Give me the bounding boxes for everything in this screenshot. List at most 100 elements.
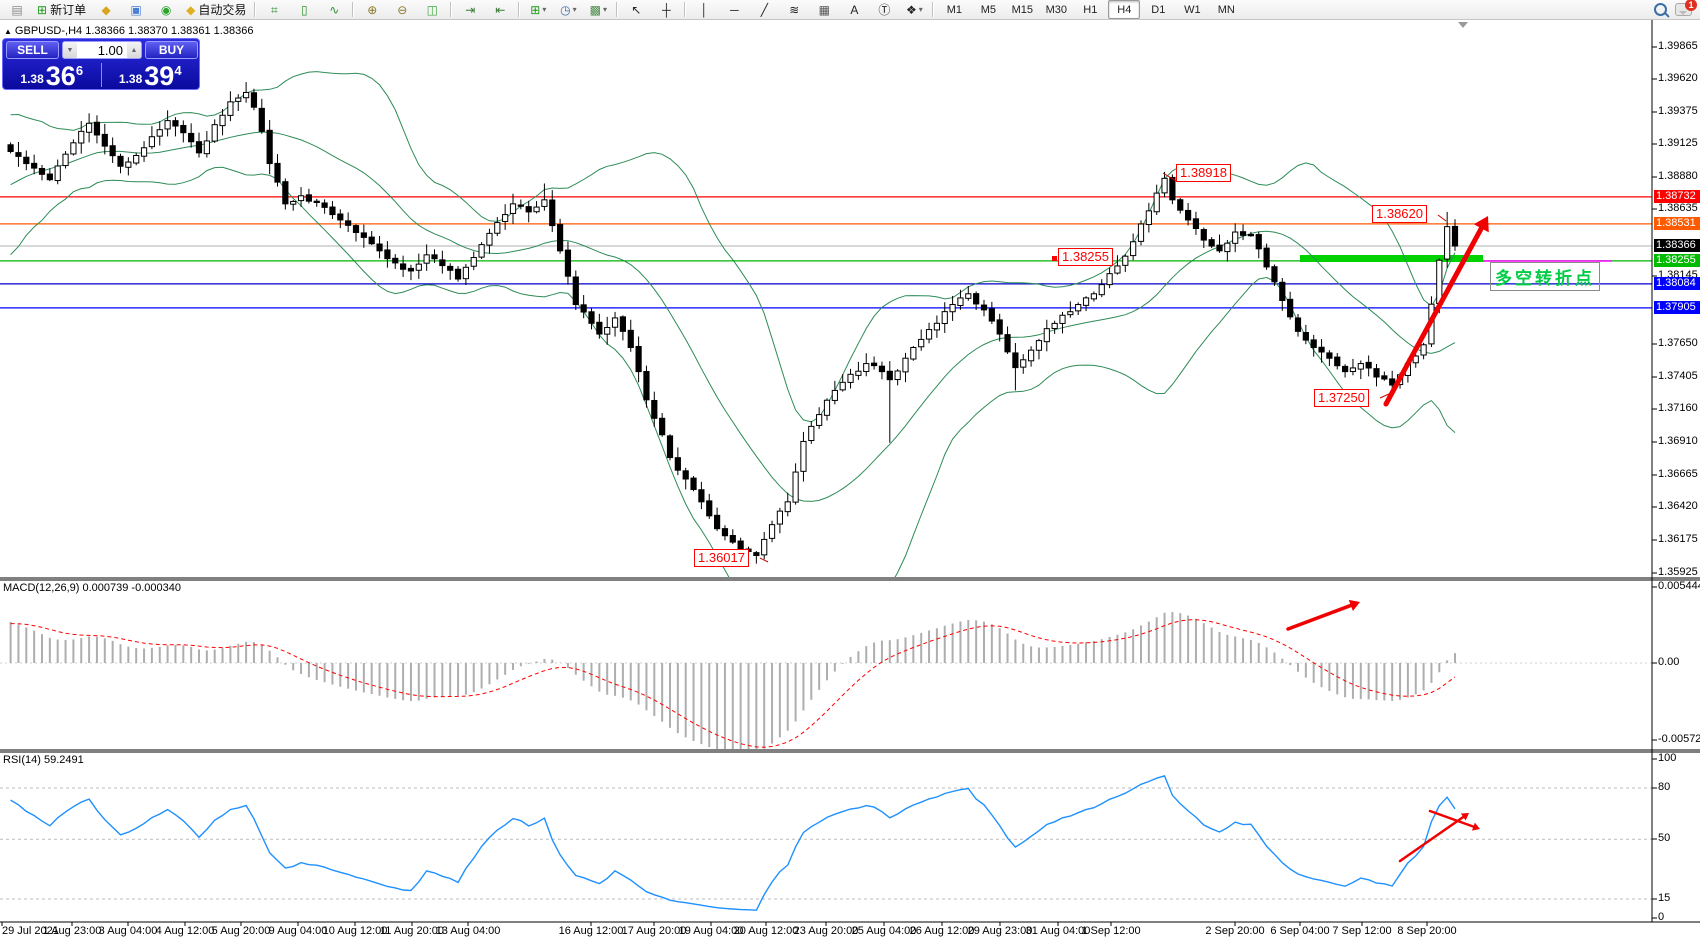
pivot-note-label[interactable]: 多空转折点 (1490, 262, 1600, 291)
pivot-highlight-bar[interactable] (1300, 255, 1483, 262)
toolbar-separator (254, 2, 257, 17)
chat-icon[interactable]: 1 (1675, 0, 1697, 16)
rsi-line (10, 775, 1456, 911)
buy-button[interactable]: BUY (145, 41, 198, 59)
candlestick-chart-button[interactable]: ▯ (290, 0, 318, 19)
time-axis-label: 7 Sep 12:00 (1332, 925, 1392, 937)
chart-shift-button[interactable]: ⇤ (486, 0, 514, 19)
time-axis-label: 26 Aug 12:00 (909, 925, 975, 937)
grid-button[interactable]: ▦ (810, 0, 838, 19)
rsi-axis-label: 100 (1658, 752, 1677, 764)
time-axis-label: 29 Aug 23:00 (967, 925, 1033, 937)
chart-shift-marker-icon[interactable] (1458, 22, 1468, 28)
zoom-out-button[interactable]: ⊖ (388, 0, 416, 19)
text-label-button[interactable]: Ⓣ (870, 0, 898, 19)
price-divider (100, 63, 102, 87)
candlesticks (7, 82, 1459, 564)
tf-m15-button[interactable]: M15 (1011, 3, 1034, 16)
signals-button[interactable]: ◉ (152, 0, 180, 19)
price-annotation-label[interactable]: 1.38620 (1372, 205, 1427, 223)
line-chart-button[interactable]: ∿ (320, 0, 348, 19)
price-axis-label: 1.36910 (1658, 435, 1698, 447)
indicators-button[interactable]: ⊞ ▾ (530, 2, 547, 17)
zoom-in-button[interactable]: ⊕ (358, 0, 386, 19)
toolbar-separator (352, 2, 355, 17)
price-badge: 1.37905 (1654, 301, 1700, 314)
sell-button[interactable]: SELL (6, 41, 59, 59)
price-axis-label: 1.37160 (1658, 402, 1698, 414)
rsi-indicator-label: RSI(14) 59.2491 (3, 754, 84, 766)
tf-h4-button[interactable]: H4 (1108, 0, 1141, 19)
rsi-axis-label: 50 (1658, 832, 1671, 844)
tester-button[interactable]: ◆ (92, 0, 120, 19)
zoom-out-icon: ⊖ (397, 2, 408, 17)
horizontal-line-icon: ─ (730, 2, 739, 17)
price-badge: 1.38255 (1654, 254, 1700, 267)
fibonacci-icon: ≋ (789, 2, 800, 17)
tf-d1-button[interactable]: D1 (1151, 3, 1166, 16)
tf-w1-button[interactable]: W1 (1184, 3, 1201, 16)
time-axis-label: 1 Aug 23:00 (42, 925, 102, 937)
periods-icon: ◷ (560, 2, 571, 17)
templates-button[interactable]: ▩ ▾ (589, 2, 607, 17)
auto-scroll-button[interactable]: ⇥ (456, 0, 484, 19)
price-annotation-label[interactable]: 1.37250 (1314, 389, 1369, 407)
price-annotation-label[interactable]: 1.38918 (1176, 164, 1231, 182)
time-axis-label: 20 Aug 12:00 (733, 925, 799, 937)
vertical-line-button[interactable]: │ (690, 0, 718, 19)
horizontal-level-lines[interactable] (0, 196, 1652, 309)
volume-value[interactable]: 1.00 (97, 42, 123, 58)
new-chart-button[interactable]: ▤ (3, 0, 31, 19)
crosshair-button[interactable]: ┼ (652, 0, 680, 19)
toolbar-buttons: ▤ ⊞ 新订单 ◆ ▣ ◉ ◆ 自动交易 ⌗ ▯ ∿ ⊕ ⊖ ◫ ⇥ ⇤ ⊞ ▾ ◷ ▾ ▩ ▾ ↖ ┼ │ ─ ╱ ≋ ▦ A Ⓣ ❖ ▾ M1… (2, 0, 1243, 19)
text-icon: A (850, 2, 859, 17)
fibonacci-button[interactable]: ≋ (780, 0, 808, 19)
autotrading-icon: ◆ (186, 2, 196, 17)
bar-chart-icon: ⌗ (270, 2, 278, 17)
toolbar-separator (616, 2, 619, 17)
tf-m5-button[interactable]: M5 (980, 3, 996, 16)
time-axis-label: 1 Sep 12:00 (1081, 925, 1141, 937)
text-label-icon: Ⓣ (878, 2, 891, 17)
tf-m30-button[interactable]: M30 (1045, 3, 1068, 16)
time-axis-label: 10 Aug 12:00 (322, 925, 388, 937)
price-axis-label: 1.39375 (1658, 105, 1698, 117)
tile-windows-button[interactable]: ◫ (418, 0, 446, 19)
price-axis-label: 1.37650 (1658, 337, 1698, 349)
new-order-button[interactable]: ⊞ 新订单 (37, 2, 87, 17)
shapes-button[interactable]: ❖ ▾ (905, 2, 923, 17)
toolbar-separator (450, 2, 453, 17)
experts-button[interactable]: ▣ (122, 0, 150, 19)
time-axis-label: 23 Aug 20:00 (793, 925, 859, 937)
trendline-button[interactable]: ╱ (750, 0, 778, 19)
horizontal-line-button[interactable]: ─ (720, 0, 748, 19)
text-button[interactable]: A (840, 0, 868, 19)
toolbar-right: 1 (1654, 0, 1698, 16)
time-axis-label: 17 Aug 20:00 (621, 925, 687, 937)
annotations (759, 172, 1612, 863)
price-annotation-label[interactable]: 1.38255 (1058, 248, 1113, 266)
bar-chart-button[interactable]: ⌗ (260, 0, 288, 19)
autotrading-button[interactable]: ◆ 自动交易 (186, 2, 247, 17)
time-axis-label: 8 Sep 20:00 (1397, 925, 1457, 937)
tester-icon: ◆ (101, 2, 111, 17)
tf-h1-button[interactable]: H1 (1083, 3, 1098, 16)
price-annotation-label[interactable]: 1.36017 (694, 549, 749, 567)
tf-m1-button[interactable]: M1 (946, 3, 962, 16)
cursor-button[interactable]: ↖ (622, 0, 650, 19)
periods-button[interactable]: ◷ ▾ (560, 2, 577, 17)
price-axis-label: 1.36175 (1658, 533, 1698, 545)
volume-down-button[interactable]: ▼ (63, 42, 77, 58)
toolbar-separator (684, 2, 687, 17)
macd-axis-label: 0.005444 (1658, 580, 1700, 592)
volume-up-button[interactable]: ▲ (127, 42, 141, 58)
volume-stepper[interactable]: ▼ 1.00 ▲ (62, 41, 142, 59)
bid-ask-display: 1.38 36 6 1.38 39 4 (3, 61, 199, 91)
one-click-trading-panel: SELL ▼ 1.00 ▲ BUY 1.38 36 6 1.38 39 4 (2, 38, 200, 90)
search-icon[interactable] (1654, 3, 1667, 16)
ask-price: 1.38 39 4 (118, 61, 182, 91)
tf-mn-button[interactable]: MN (1217, 3, 1235, 16)
auto-scroll-icon: ⇥ (465, 2, 476, 17)
